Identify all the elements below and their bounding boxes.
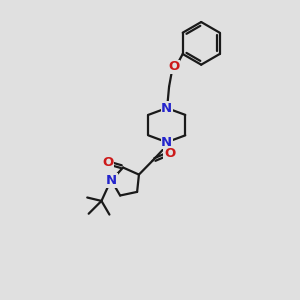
Text: O: O bbox=[169, 60, 180, 73]
Text: O: O bbox=[102, 156, 114, 169]
Text: N: N bbox=[161, 102, 172, 115]
Text: O: O bbox=[164, 147, 175, 160]
Text: N: N bbox=[161, 136, 172, 149]
Text: N: N bbox=[106, 174, 117, 187]
